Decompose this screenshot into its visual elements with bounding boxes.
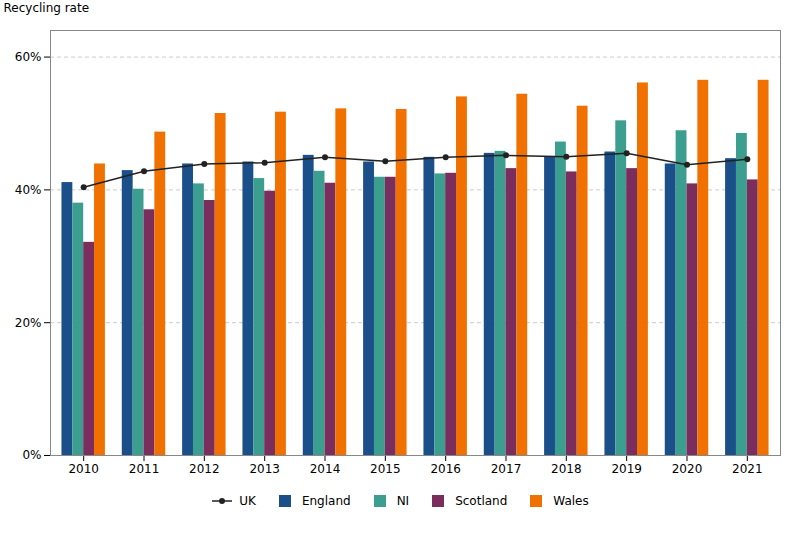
svg-text:60%: 60% [15, 50, 42, 64]
svg-text:2020: 2020 [672, 462, 703, 476]
svg-text:2011: 2011 [129, 462, 160, 476]
svg-text:2019: 2019 [611, 462, 642, 476]
svg-text:2015: 2015 [370, 462, 401, 476]
svg-text:20%: 20% [15, 316, 42, 330]
svg-text:40%: 40% [15, 183, 42, 197]
svg-text:2014: 2014 [310, 462, 341, 476]
svg-text:2018: 2018 [551, 462, 582, 476]
svg-text:2017: 2017 [491, 462, 522, 476]
svg-text:2010: 2010 [68, 462, 99, 476]
svg-text:2013: 2013 [249, 462, 280, 476]
svg-text:2016: 2016 [430, 462, 461, 476]
svg-text:2021: 2021 [732, 462, 763, 476]
html-text:Scotland: Scotland [455, 494, 508, 508]
html-text:Wales: Wales [553, 494, 589, 508]
svg-text:2012: 2012 [189, 462, 220, 476]
html-text:UK: UK [239, 494, 256, 508]
svg-text:0%: 0% [22, 448, 41, 462]
html-text:England: England [301, 494, 351, 508]
svg-text:Recycling rate: Recycling rate [4, 1, 90, 15]
html-text:NI: NI [396, 494, 410, 508]
